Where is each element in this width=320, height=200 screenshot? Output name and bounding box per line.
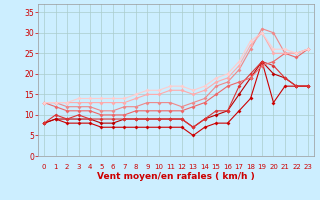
X-axis label: Vent moyen/en rafales ( km/h ): Vent moyen/en rafales ( km/h ) (97, 172, 255, 181)
